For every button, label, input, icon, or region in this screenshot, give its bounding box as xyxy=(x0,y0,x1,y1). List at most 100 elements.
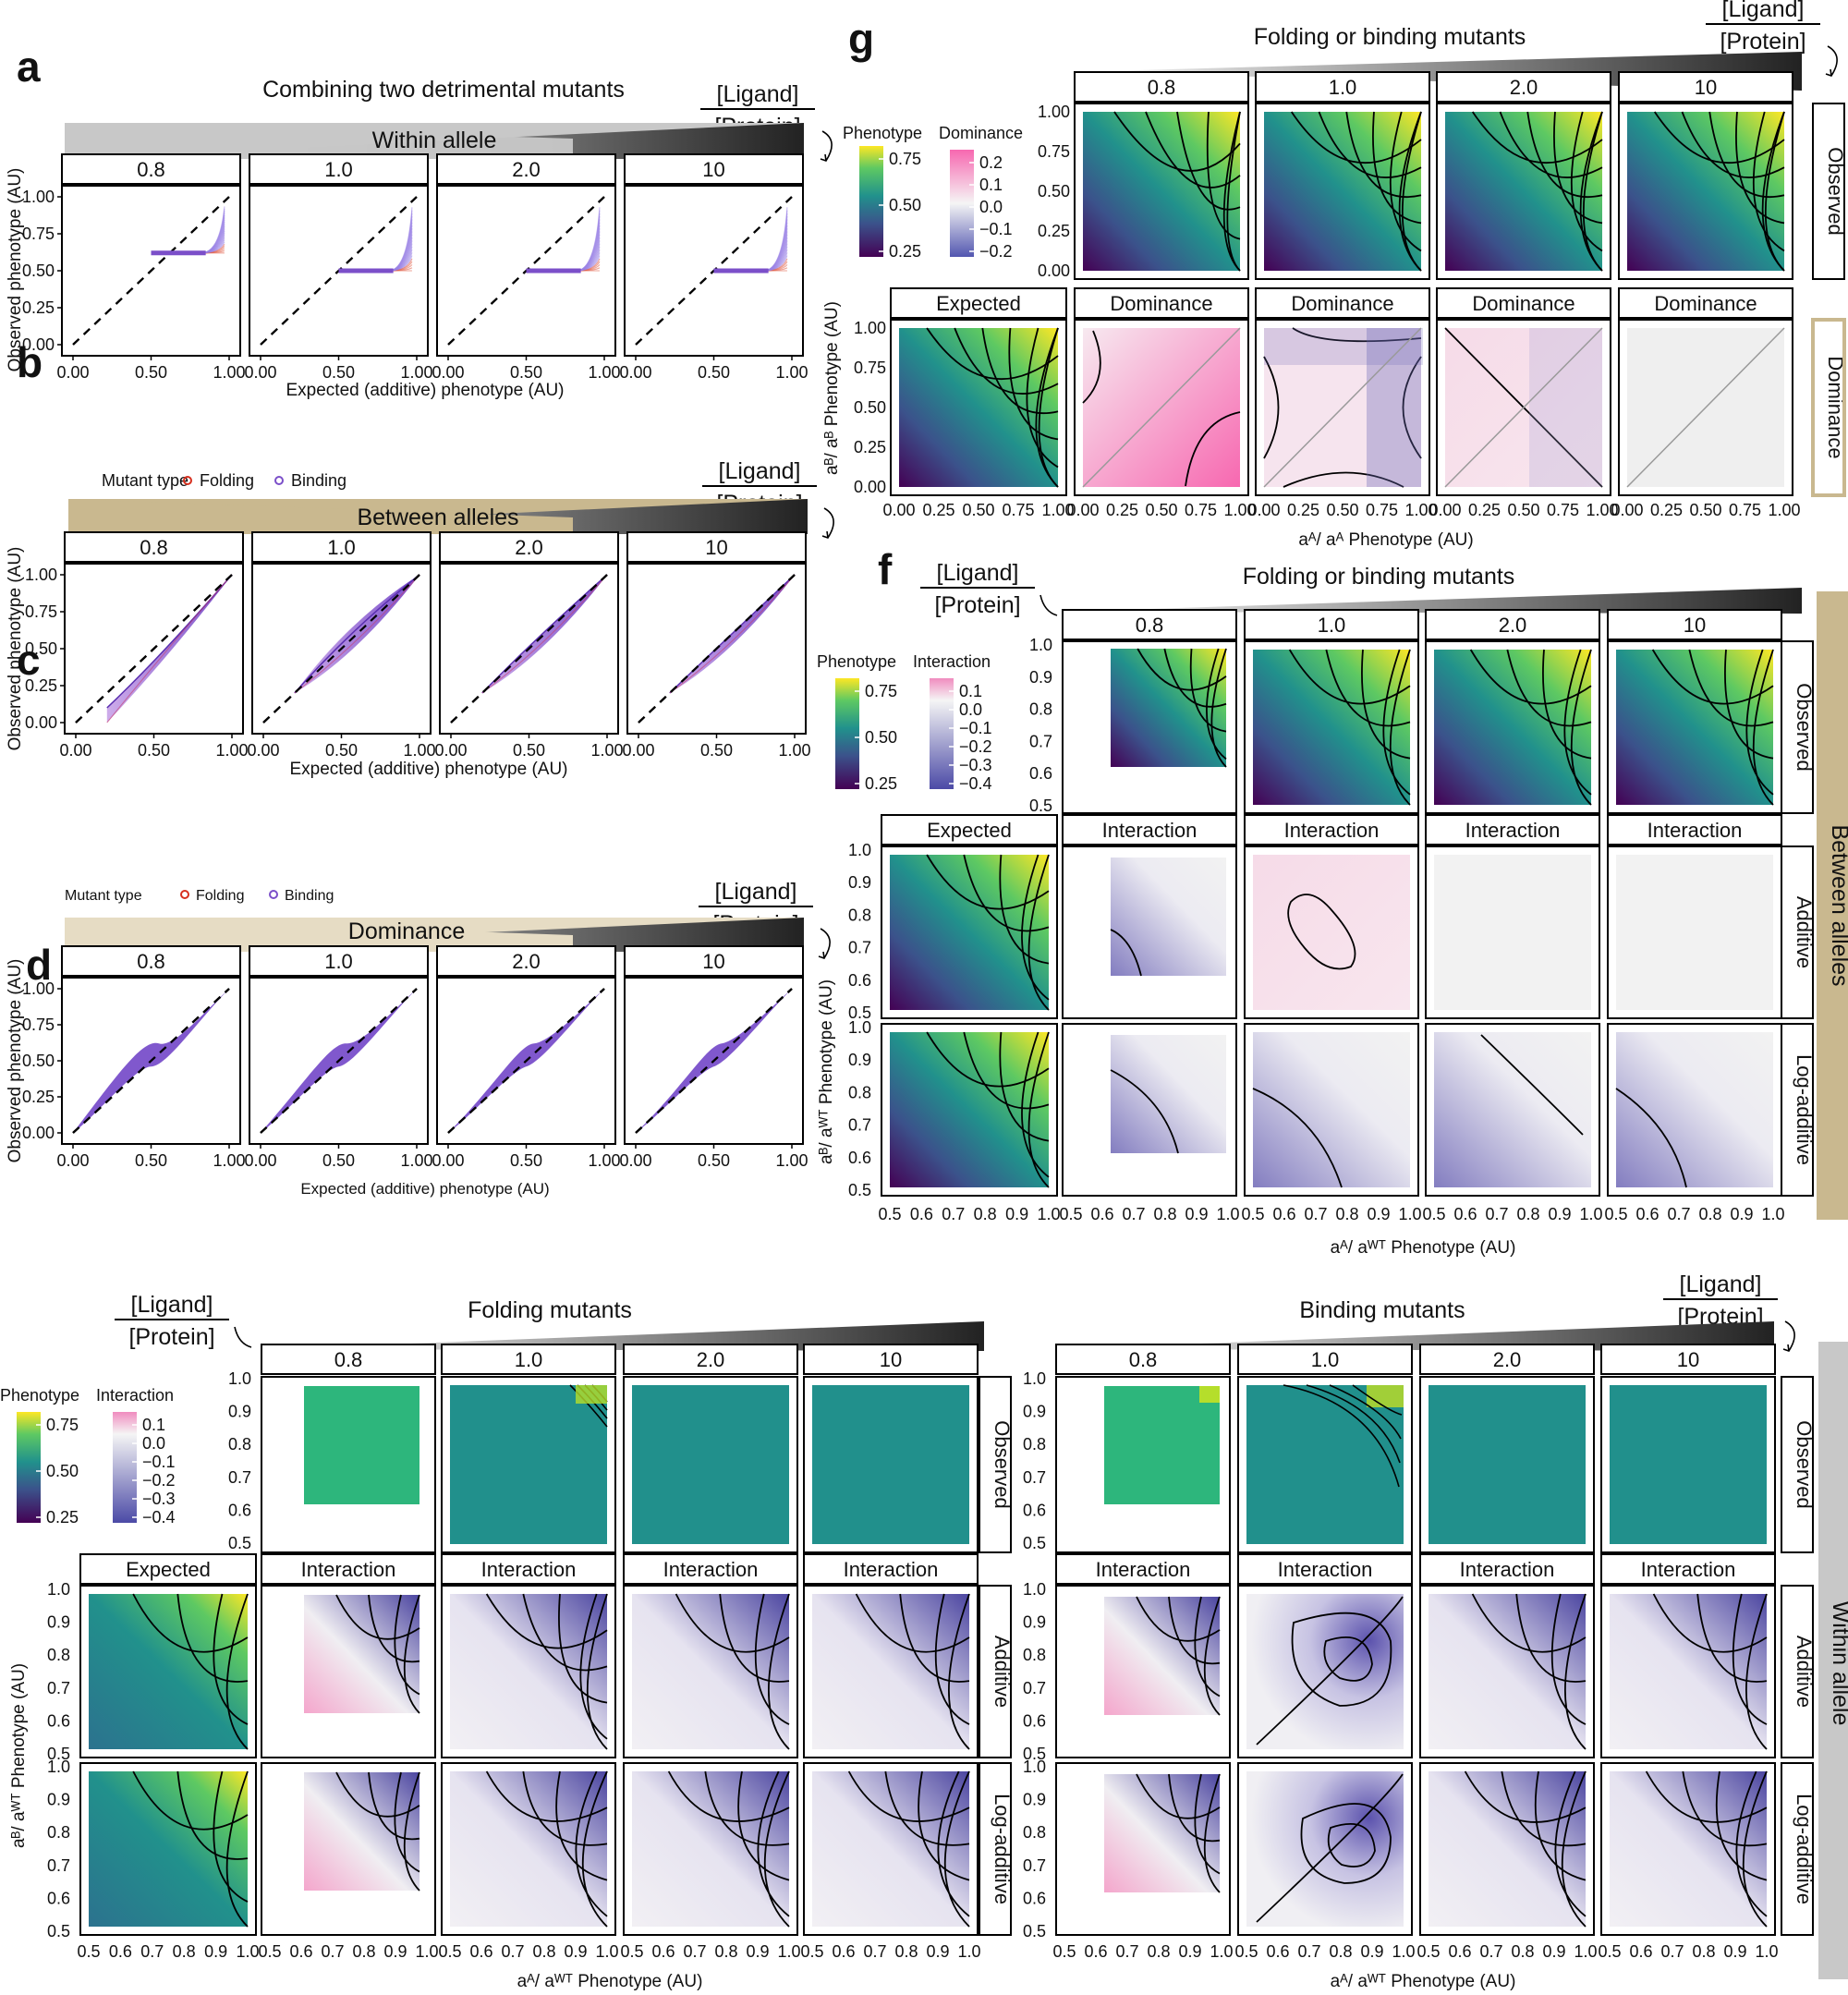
panel-f-x4-xtick-label: 0.8 xyxy=(1698,1205,1721,1223)
panel-d-observed-ytick-label: 0.5 xyxy=(228,1534,251,1552)
panel-f-curved-arrow-icon xyxy=(1040,594,1058,616)
panel-g-dom-2-purple xyxy=(1529,328,1602,487)
panel-b-facet-2-xtick-label: 0.50 xyxy=(513,741,545,760)
panel-f-x0-xtick-label: 0.5 xyxy=(878,1205,901,1223)
panel-f-expected-strip-label: Expected xyxy=(927,819,1012,842)
panel-f-interaction-3-strip xyxy=(1607,814,1782,845)
panel-d-x3-xtick-label: 0.6 xyxy=(651,1942,675,1961)
panel-f-title: Folding or binding mutants xyxy=(1243,564,1515,590)
panel-d-log-3-contour xyxy=(943,1770,970,1928)
panel-f-observed-3-contour xyxy=(1752,649,1774,806)
panel-g-colorbar-dominance-label: −0.2 xyxy=(979,242,1013,261)
panel-f-observed-3-contour xyxy=(1688,649,1774,727)
panel-a-facet-2-xtick-label: 0.00 xyxy=(432,363,464,382)
panel-e-observed-ytick-label: 1.0 xyxy=(1023,1369,1046,1388)
panel-e-add-2-contour xyxy=(1564,1593,1587,1750)
panel-g-x1-tick-label: 0.75 xyxy=(1185,501,1217,519)
panel-d-interaction-2-strip xyxy=(623,1553,798,1585)
panel-c-facet-0-ytick-label: 0.75 xyxy=(22,1016,55,1034)
panel-f-xlabel: aᴬ/ aᵂᵀ Phenotype (AU) xyxy=(1331,1238,1516,1258)
panel-e-add-0-contour xyxy=(1168,1596,1221,1665)
panel-g-col-3-strip-label: 10 xyxy=(1695,76,1717,99)
panel-d-expected-add-contour xyxy=(213,1593,249,1725)
panel-e-observed-ytick-label: 0.5 xyxy=(1023,1534,1046,1552)
panel-b-facet-0-strip xyxy=(64,531,244,563)
panel-f-colorbar-phenotype-label: 0.75 xyxy=(865,682,897,700)
panel-b-facet-3-xtick-label: 0.00 xyxy=(622,741,654,760)
panel-f-col-1-strip-label: 1.0 xyxy=(1318,614,1346,637)
panel-d-col-0-strip xyxy=(261,1344,436,1375)
panel-g-legend-phenotype: Phenotype xyxy=(843,124,922,142)
panel-f-colorbar-interaction-label: −0.1 xyxy=(959,719,992,737)
panel-e-log-2-contour xyxy=(1464,1770,1587,1823)
panel-f-expected-add-field xyxy=(890,855,1049,1010)
panel-c-bar-light xyxy=(65,918,573,952)
panel-e-add-1-contour xyxy=(1256,1596,1404,1746)
panel-a-facet-2-strip-label: 2.0 xyxy=(512,158,541,181)
panel-e-x0-xtick-label: 0.9 xyxy=(1178,1942,1201,1961)
panel-d-expected-add-contour xyxy=(176,1593,249,1683)
panel-d-x4-xtick-label: 1.0 xyxy=(957,1942,980,1961)
panel-g-observed-1-contour xyxy=(1372,111,1422,225)
panel-f-add-0-field xyxy=(1111,858,1226,976)
panel-f-observed-row-label: Observed xyxy=(1793,683,1816,771)
panel-d-observed-3-field xyxy=(812,1385,969,1544)
panel-b-facet-0-ytick-label: 0.50 xyxy=(25,639,57,658)
panel-e-x1-xtick-label: 0.5 xyxy=(1234,1942,1258,1961)
panel-e-log-2-contour xyxy=(1534,1770,1587,1881)
panel-b-legend-title: Mutant type xyxy=(102,471,188,490)
panel-e-x3-xtick-label: 0.7 xyxy=(1660,1942,1684,1961)
panel-a-facet-2-xtick-label: 0.50 xyxy=(510,363,542,382)
panel-d-interaction-2-strip-label: Interaction xyxy=(663,1558,759,1581)
panel-b-facet-0-ribbon xyxy=(106,575,232,723)
panel-g-x2-tick-label: 1.00 xyxy=(1404,501,1437,519)
panel-g-x0-tick-label: 0.00 xyxy=(882,501,915,519)
panel-g-observed-2-contour xyxy=(1570,111,1603,252)
panel-f-add-1-field xyxy=(1253,855,1410,1010)
panel-a-facet-2-xtick-label: 1.00 xyxy=(588,363,620,382)
panel-d-colorbar-interaction-label: 0.0 xyxy=(142,1434,165,1453)
panel-g-observed-3-contour xyxy=(1752,111,1785,252)
panel-f-x0-xtick-label: 1.0 xyxy=(1037,1205,1060,1223)
panel-e-observed-row-label: Observed xyxy=(1793,1420,1816,1508)
panel-f-interaction-2-strip xyxy=(1425,814,1600,845)
panel-g-x4-tick-label: 0.00 xyxy=(1611,501,1643,519)
panel-f-add-ytick-label: 0.7 xyxy=(848,939,871,957)
panel-e-interaction-0-strip-label: Interaction xyxy=(1096,1558,1191,1581)
panel-g-colorbar-phenotype-label: 0.25 xyxy=(889,242,921,261)
panel-f-expected-log-contour xyxy=(1027,1031,1050,1188)
panel-c-facet-0-strip xyxy=(61,945,241,977)
panel-e-log-1-contour xyxy=(1300,1803,1392,1884)
panel-a-facet-3-strip-label: 10 xyxy=(702,158,724,181)
panel-f-expected-log-contour xyxy=(963,1031,1050,1110)
panel-d-colorbar-interaction-label: −0.2 xyxy=(142,1471,176,1490)
panel-d-expected-log-contour xyxy=(132,1770,249,1831)
panel-g-x2-tick-label: 0.50 xyxy=(1326,501,1358,519)
panel-e-x2-xtick-label: 0.9 xyxy=(1542,1942,1565,1961)
panel-f-x2-xtick-label: 0.6 xyxy=(1272,1205,1295,1223)
panel-g-x4-tick-label: 1.00 xyxy=(1768,501,1800,519)
panel-b-facet-1-xtick-label: 0.00 xyxy=(247,741,279,760)
panel-g-x2-tick-label: 0.25 xyxy=(1287,501,1319,519)
panel-e-add-3-contour xyxy=(1652,1593,1768,1653)
panel-d-add-ytick-label: 1.0 xyxy=(47,1580,70,1599)
panel-g-expected-dom-contour xyxy=(1026,327,1059,468)
panel-g-observed-3-field xyxy=(1627,112,1784,271)
panel-f-add-row-strip xyxy=(1781,845,1814,1019)
panel-g-col-2-strip xyxy=(1436,71,1611,103)
panel-g-dom-0-contour xyxy=(1082,330,1101,404)
panel-g-x0-tick-label: 0.75 xyxy=(1002,501,1034,519)
panel-g-dom-1-contour xyxy=(1292,327,1422,343)
panel-a-facet-0-xtick-label: 0.00 xyxy=(56,363,89,382)
panel-e-observed-ytick-label: 0.6 xyxy=(1023,1501,1046,1519)
panel-f-expected-log-contour xyxy=(926,1031,1050,1088)
panel-f-log-ytick-label: 0.5 xyxy=(848,1181,871,1199)
panel-letter-c: c xyxy=(17,636,41,684)
panel-e-add-row-label: Additive xyxy=(1793,1636,1816,1708)
panel-e-log-3-contour xyxy=(1682,1770,1768,1847)
panel-e-interaction-1-strip xyxy=(1237,1553,1413,1585)
panel-d-expected-strip-label: Expected xyxy=(126,1558,211,1581)
panel-g-dom-ytick-label: 0.50 xyxy=(854,398,886,417)
panel-g-dom-1-contour xyxy=(1283,471,1404,488)
panel-c-legend-title: Mutant type xyxy=(65,888,142,904)
